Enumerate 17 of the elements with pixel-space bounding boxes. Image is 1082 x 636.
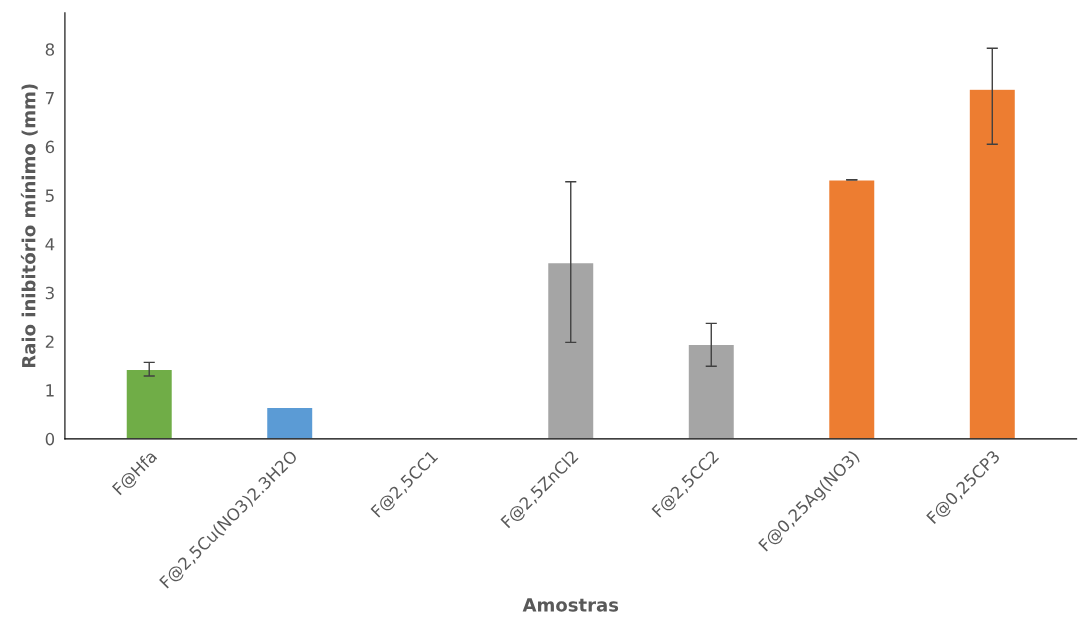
bar [125, 368, 174, 439]
y-tick-label: 6 [45, 140, 55, 154]
y-tick-label: 7 [45, 92, 54, 105]
x-axis-title: Amostras [522, 598, 619, 612]
bar [546, 261, 595, 439]
y-tick-label: 2 [45, 335, 54, 348]
bar [687, 343, 736, 439]
y-tick-label: 3 [45, 286, 54, 300]
y-axis-title: Raio inibitório mínimo (mm) [20, 84, 38, 368]
bar [968, 88, 1017, 439]
y-tick-label: 0 [45, 432, 55, 446]
bar [265, 406, 314, 439]
y-tick-label: 8 [45, 43, 55, 56]
y-tick-label: 4 [45, 238, 55, 251]
y-tick-label: 1 [46, 384, 54, 397]
bar [827, 179, 876, 439]
y-tick-label: 5 [45, 189, 54, 202]
